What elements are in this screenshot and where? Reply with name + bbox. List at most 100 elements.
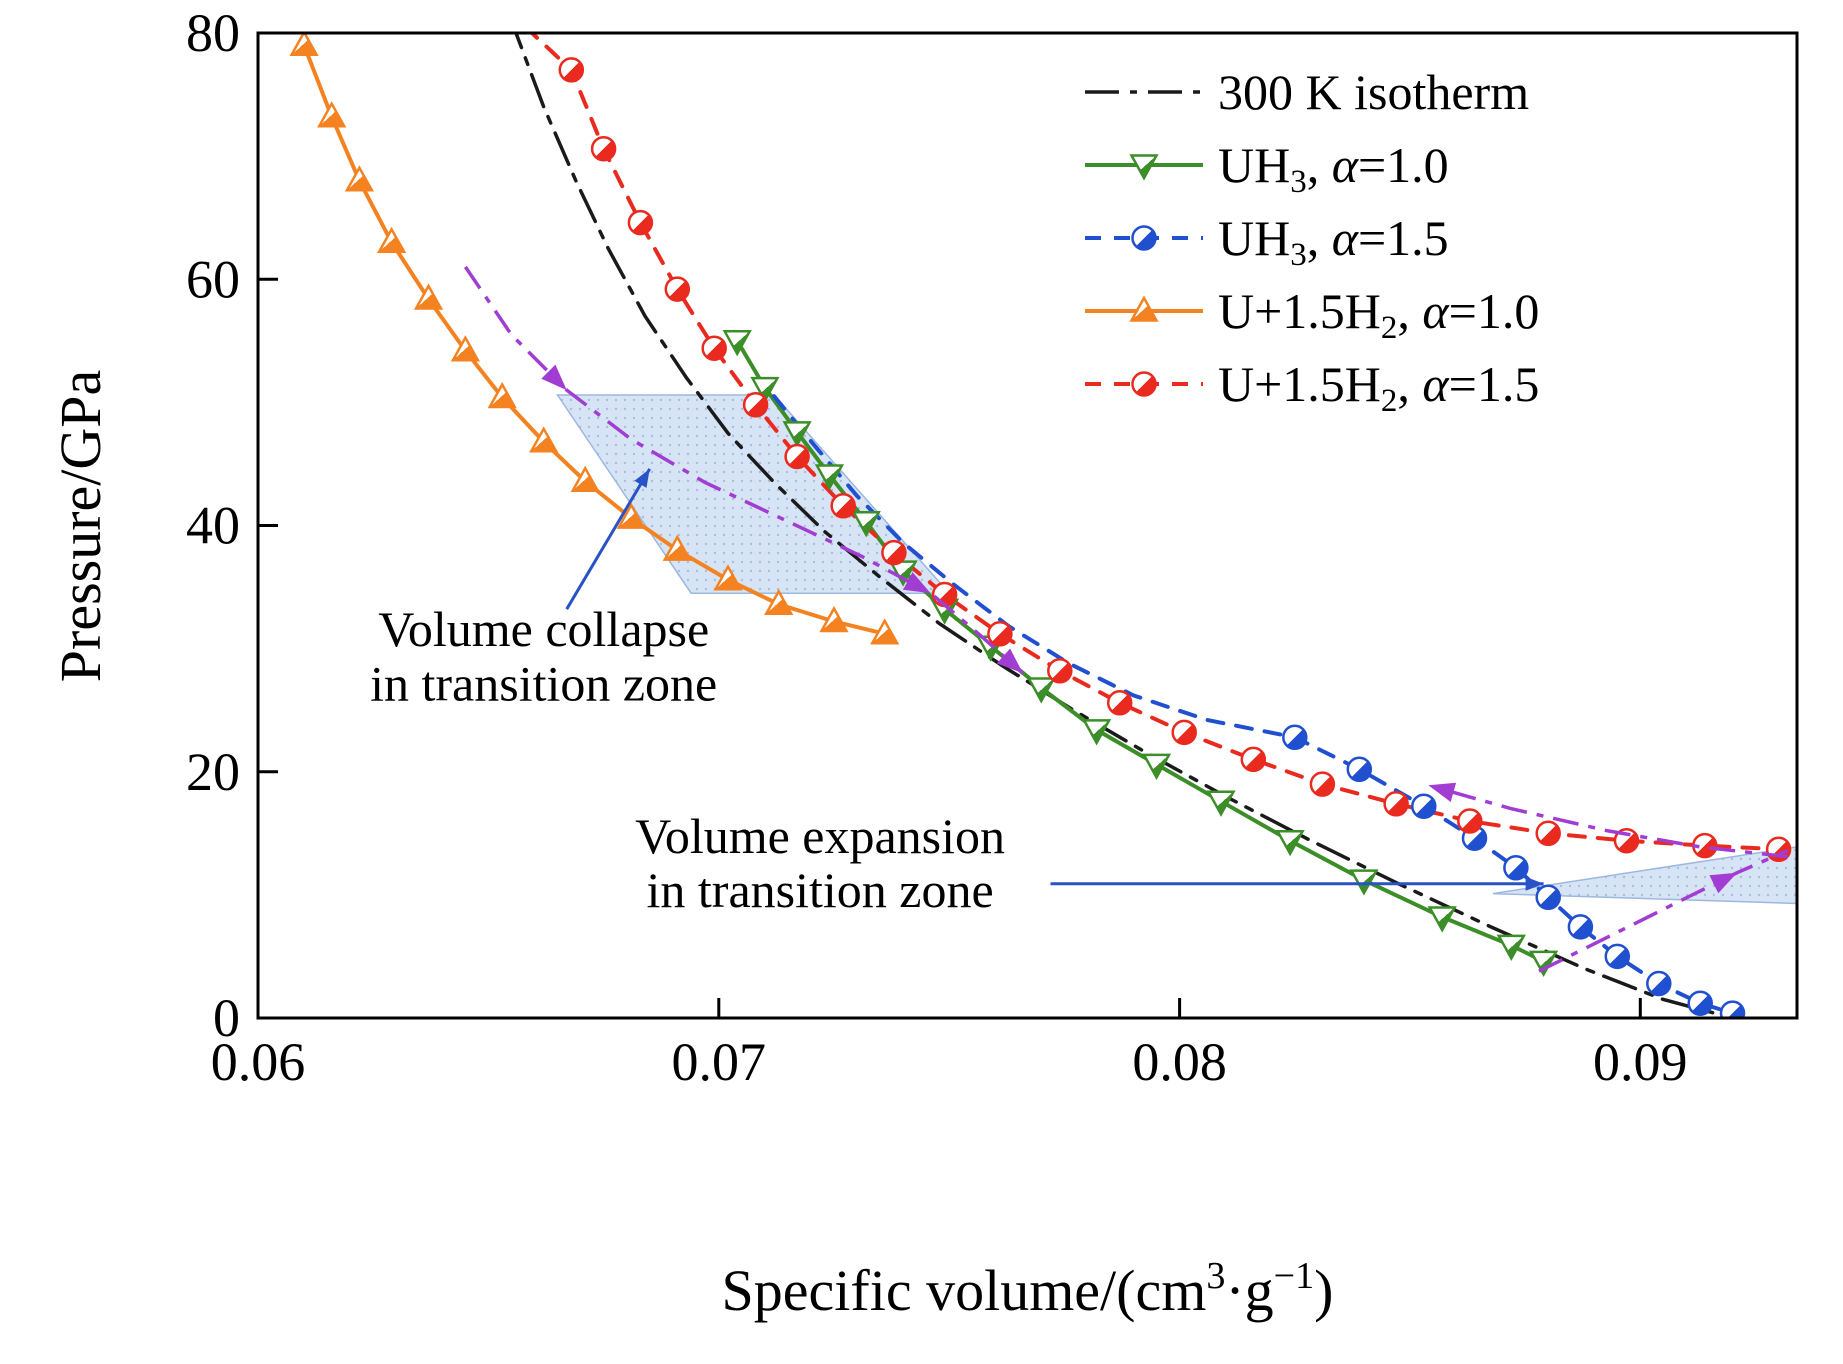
y-tick-label: 20 bbox=[186, 742, 240, 802]
marker-half-circle bbox=[1567, 914, 1594, 940]
x-tick-label: 0.09 bbox=[1593, 1032, 1688, 1092]
marker-half-circle bbox=[1282, 724, 1308, 751]
y-axis: 0 20 40 60 80 Pressure/GPa bbox=[48, 3, 278, 1048]
marker-triangle-up bbox=[713, 564, 743, 591]
legend-item-0: 300 K isotherm bbox=[1085, 64, 1529, 120]
marker-half-circle bbox=[742, 392, 769, 418]
marker-half-circle bbox=[830, 493, 856, 519]
legend-label: U+1.5H2, α=1.5 bbox=[1218, 356, 1539, 419]
marker-triangle-down bbox=[1026, 677, 1056, 704]
marker-half-circle bbox=[1719, 1000, 1746, 1018]
legend-item-2: UH3, α=1.5 bbox=[1085, 210, 1449, 273]
marker-half-circle bbox=[987, 621, 1013, 647]
marker-triangle-up bbox=[317, 101, 347, 128]
arrow-head bbox=[1428, 782, 1457, 802]
x-axis: 0.06 0.07 0.08 0.09 Specific volume/(cm3·g−1… bbox=[211, 998, 1688, 1323]
marker-half-circle bbox=[881, 539, 907, 566]
marker-triangle-up bbox=[289, 33, 319, 57]
x-tick-label: 0.07 bbox=[672, 1032, 767, 1092]
x-axis-label: Specific volume/(cm3·g−1) bbox=[722, 1255, 1334, 1323]
marker-half-circle bbox=[1106, 690, 1133, 716]
marker-triangle-up bbox=[450, 335, 481, 362]
legend-item-1: UH3, α=1.0 bbox=[1085, 137, 1449, 200]
marker-half-circle bbox=[1687, 990, 1713, 1016]
marker-triangle-down bbox=[814, 464, 845, 491]
annotation-text-0-1: in transition zone bbox=[370, 655, 717, 711]
marker-half-circle bbox=[1131, 225, 1157, 251]
plot-frame bbox=[256, 31, 1799, 1020]
legend-item-3: U+1.5H2, α=1.0 bbox=[1085, 283, 1539, 346]
marker-triangle-up bbox=[870, 618, 900, 645]
marker-triangle-up bbox=[570, 465, 600, 492]
marker-triangle-down bbox=[722, 330, 752, 357]
legend-label: U+1.5H2, α=1.0 bbox=[1218, 283, 1539, 346]
annotation-text-1-1: in transition zone bbox=[647, 862, 994, 918]
marker-triangle-up bbox=[819, 605, 849, 633]
annotation-arrow-0 bbox=[565, 468, 651, 610]
marker-triangle-down bbox=[1528, 950, 1559, 977]
marker-triangle-down bbox=[1496, 934, 1526, 961]
marker-half-circle bbox=[1457, 808, 1483, 834]
marker-triangle-up bbox=[616, 502, 646, 529]
marker-triangle-down bbox=[782, 421, 812, 448]
marker-half-circle bbox=[1535, 820, 1561, 847]
marker-triangle-up bbox=[487, 381, 517, 409]
annotation-text-1-0: Volume expansion bbox=[635, 808, 1005, 864]
marker-half-circle bbox=[1131, 371, 1157, 397]
marker-triangle-down bbox=[1206, 790, 1236, 817]
arrow-head bbox=[541, 364, 567, 391]
transition-path-expansion-left bbox=[1427, 783, 1788, 859]
marker-triangle-down bbox=[851, 511, 881, 538]
arrow-head bbox=[903, 572, 931, 594]
marker-triangle-up bbox=[764, 588, 794, 616]
x-tick-label: 0.08 bbox=[1132, 1032, 1227, 1092]
marker-triangle-down bbox=[1129, 154, 1159, 181]
legend-label: 300 K isotherm bbox=[1218, 64, 1529, 120]
arrow-head bbox=[634, 468, 650, 488]
marker-half-circle bbox=[590, 135, 617, 162]
series-line-0 bbox=[513, 33, 1726, 1018]
marker-triangle-down bbox=[1275, 829, 1305, 857]
marker-triangle-down bbox=[1427, 906, 1457, 933]
marker-triangle-up bbox=[344, 165, 375, 192]
marker-half-circle bbox=[701, 335, 727, 361]
marker-half-circle bbox=[1503, 855, 1529, 881]
legend-label: UH3, α=1.0 bbox=[1218, 137, 1449, 200]
marker-half-circle bbox=[1535, 884, 1561, 911]
marker-half-circle bbox=[1346, 756, 1373, 783]
marker-triangle-up bbox=[376, 226, 407, 254]
marker-triangle-down bbox=[1349, 869, 1379, 896]
marker-half-circle bbox=[931, 581, 958, 608]
plot-area bbox=[289, 33, 1797, 1018]
legend-label: UH3, α=1.5 bbox=[1218, 210, 1449, 273]
marker-half-circle bbox=[1047, 658, 1073, 684]
arrow-head bbox=[996, 648, 1023, 674]
marker-half-circle bbox=[1240, 746, 1267, 773]
marker-half-circle bbox=[1309, 771, 1336, 797]
marker-half-circle bbox=[1604, 943, 1631, 970]
x-tick-label: 0.06 bbox=[211, 1032, 306, 1092]
legend: 300 K isotherm UH3, α=1.0 UH3, α=1.5 U+1.5H… bbox=[1085, 64, 1539, 419]
marker-half-circle bbox=[627, 209, 654, 236]
marker-half-circle bbox=[784, 443, 810, 470]
marker-triangle-up bbox=[413, 283, 444, 310]
arrow-head bbox=[1709, 872, 1738, 894]
marker-half-circle bbox=[1171, 719, 1197, 746]
y-tick-label: 40 bbox=[186, 496, 240, 556]
marker-triangle-down bbox=[1081, 719, 1112, 746]
arrow-head bbox=[1525, 876, 1544, 891]
marker-half-circle bbox=[1613, 827, 1640, 854]
transition-path-collapse bbox=[463, 265, 1025, 675]
marker-triangle-up bbox=[1129, 295, 1159, 322]
marker-half-circle bbox=[1411, 793, 1437, 819]
marker-half-circle bbox=[1383, 791, 1409, 817]
marker-triangle-down bbox=[888, 560, 918, 587]
marker-half-circle bbox=[664, 276, 691, 302]
y-tick-label: 80 bbox=[186, 3, 240, 63]
marker-half-circle bbox=[558, 57, 585, 83]
marker-triangle-up bbox=[529, 426, 559, 453]
y-tick-label: 0 bbox=[213, 988, 240, 1048]
